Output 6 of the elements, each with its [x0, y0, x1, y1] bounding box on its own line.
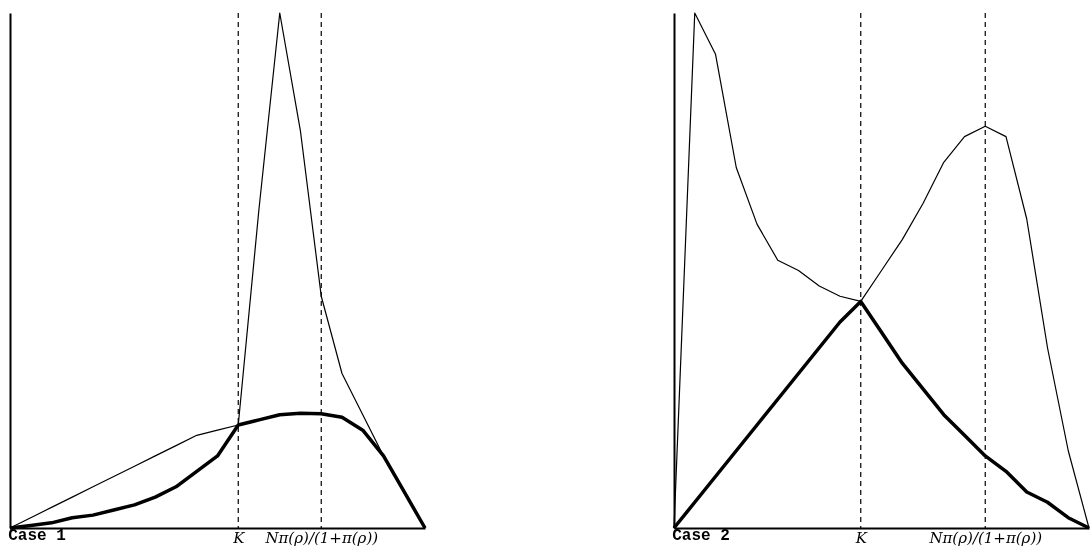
x-tick-label: Nπ(ρ)/(1+π(ρ)) — [264, 528, 379, 547]
x-tick-label: Nπ(ρ)/(1+π(ρ)) — [928, 528, 1043, 547]
text: Case 1 — [8, 527, 66, 545]
x-tick-label: K — [232, 528, 246, 547]
text: Case 2 — [672, 527, 730, 545]
x-tick-label: K — [854, 528, 868, 547]
